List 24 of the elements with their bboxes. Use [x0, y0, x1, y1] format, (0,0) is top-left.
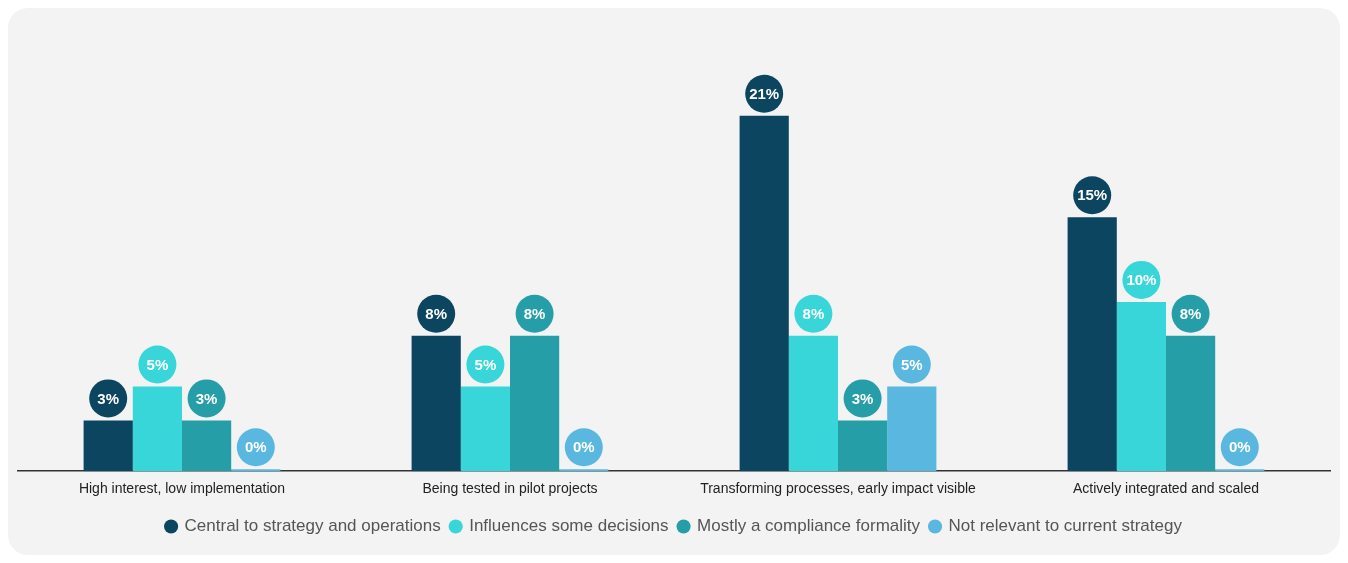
x-tick-label: Being tested in pilot projects	[422, 480, 598, 497]
data-label: 3%	[195, 389, 218, 407]
data-label: 5%	[900, 355, 923, 373]
x-tick-label: Transforming processes, early impact visible	[700, 480, 977, 497]
data-label: 8%	[802, 304, 825, 322]
data-label: 0%	[244, 438, 267, 456]
legend-label: Mostly a compliance formality	[697, 516, 921, 536]
data-label: 5%	[146, 355, 169, 373]
data-label: 21%	[749, 84, 780, 102]
data-label: 8%	[523, 304, 546, 322]
data-label: 15%	[1077, 186, 1108, 204]
data-label: 10%	[1126, 271, 1157, 289]
data-label: 5%	[474, 355, 497, 373]
data-label: 3%	[97, 389, 120, 407]
data-label: 3%	[851, 389, 874, 407]
data-label: 0%	[572, 438, 595, 456]
legend-label: Not relevant to current strategy	[948, 516, 1183, 536]
data-label: 8%	[1179, 304, 1202, 322]
legend-label: Influences some decisions	[469, 516, 669, 536]
x-tick-label: Actively integrated and scaled	[1073, 480, 1259, 497]
data-label: 8%	[425, 304, 448, 322]
data-label: 0%	[1228, 438, 1251, 456]
legend-label: Central to strategy and operations	[184, 516, 441, 536]
x-tick-label: High interest, low implementation	[78, 480, 286, 497]
